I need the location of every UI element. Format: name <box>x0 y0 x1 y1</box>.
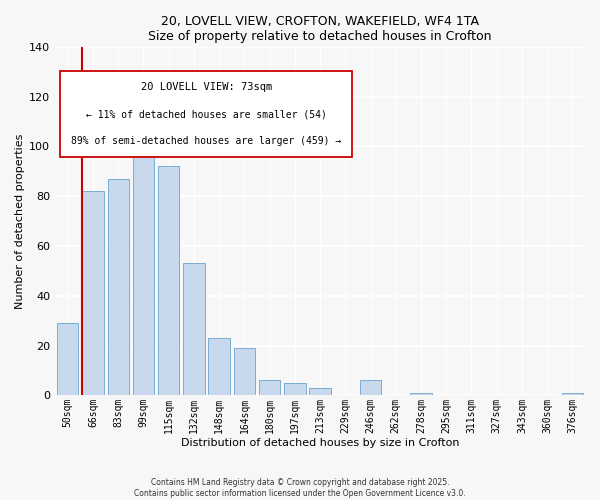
Bar <box>82 192 104 396</box>
Bar <box>259 380 280 396</box>
FancyBboxPatch shape <box>61 72 352 156</box>
Bar <box>233 348 255 396</box>
Y-axis label: Number of detached properties: Number of detached properties <box>15 134 25 309</box>
Bar <box>133 114 154 396</box>
Text: 89% of semi-detached houses are larger (459) →: 89% of semi-detached houses are larger (… <box>71 136 341 146</box>
Bar <box>183 264 205 396</box>
Text: Contains HM Land Registry data © Crown copyright and database right 2025.
Contai: Contains HM Land Registry data © Crown c… <box>134 478 466 498</box>
Bar <box>360 380 381 396</box>
X-axis label: Distribution of detached houses by size in Crofton: Distribution of detached houses by size … <box>181 438 460 448</box>
Bar <box>208 338 230 396</box>
Bar <box>107 179 129 396</box>
Title: 20, LOVELL VIEW, CROFTON, WAKEFIELD, WF4 1TA
Size of property relative to detach: 20, LOVELL VIEW, CROFTON, WAKEFIELD, WF4… <box>148 15 492 43</box>
Bar <box>410 393 432 396</box>
Text: ← 11% of detached houses are smaller (54): ← 11% of detached houses are smaller (54… <box>86 109 326 119</box>
Bar <box>284 383 305 396</box>
Bar <box>310 388 331 396</box>
Bar <box>562 393 583 396</box>
Text: 20 LOVELL VIEW: 73sqm: 20 LOVELL VIEW: 73sqm <box>140 82 272 92</box>
Bar <box>57 323 79 396</box>
Bar <box>158 166 179 396</box>
